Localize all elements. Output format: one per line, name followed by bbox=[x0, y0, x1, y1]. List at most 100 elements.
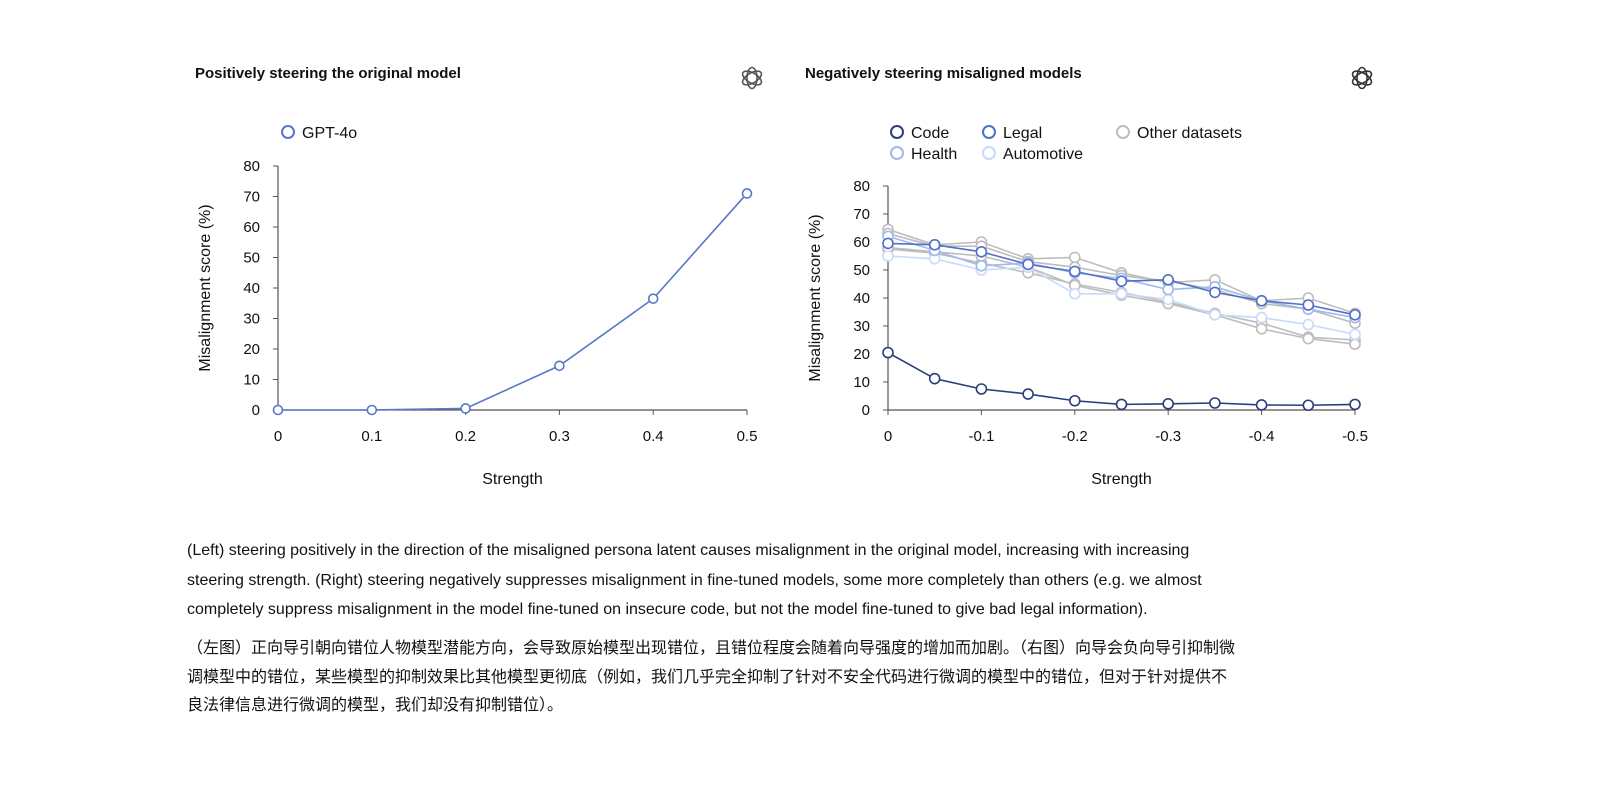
data-point bbox=[1162, 273, 1174, 286]
x-tick-label: 0 bbox=[274, 428, 282, 445]
data-point bbox=[1349, 338, 1361, 351]
data-point bbox=[1302, 299, 1315, 311]
x-tick-label: 0.2 bbox=[455, 428, 476, 445]
y-tick-label: 80 bbox=[853, 178, 870, 195]
data-point bbox=[975, 259, 988, 272]
data-point bbox=[1349, 308, 1361, 321]
chart-1 bbox=[882, 125, 1361, 415]
left-chart-title: Positively steering the original model bbox=[195, 65, 461, 82]
y-tick-label: 10 bbox=[243, 372, 260, 389]
caption-line: (Left) steering positively in the direct… bbox=[187, 542, 1190, 559]
y-tick-label: 40 bbox=[243, 280, 260, 297]
data-point bbox=[1069, 265, 1081, 278]
series-line-gpt-4o bbox=[278, 192, 748, 411]
y-tick-label: 60 bbox=[853, 234, 870, 251]
legend-label: Health bbox=[911, 146, 957, 163]
data-point bbox=[882, 250, 894, 262]
legend-marker bbox=[982, 146, 996, 160]
data-point bbox=[1069, 394, 1081, 407]
x-tick-label: -0.5 bbox=[1342, 428, 1368, 445]
legend-marker bbox=[982, 125, 996, 139]
data-point bbox=[1349, 398, 1361, 411]
y-tick-label: 50 bbox=[853, 262, 870, 279]
data-point bbox=[1115, 287, 1128, 300]
data-point bbox=[1255, 399, 1268, 411]
x-tick-label: 0.5 bbox=[737, 428, 758, 445]
caption-line: 良法律信息进行微调的模型，我们却没有抑制错位）。 bbox=[187, 697, 564, 714]
x-tick-label: -0.1 bbox=[968, 428, 994, 445]
x-axis-label: Strength bbox=[1091, 471, 1151, 488]
data-point bbox=[1302, 399, 1315, 412]
data-point bbox=[366, 404, 378, 416]
y-tick-label: 20 bbox=[243, 341, 260, 358]
legend-label: GPT-4o bbox=[302, 125, 357, 142]
legend-marker bbox=[890, 125, 904, 139]
data-point bbox=[975, 246, 988, 258]
data-point bbox=[1209, 397, 1221, 409]
x-tick-label: 0.3 bbox=[549, 428, 570, 445]
data-point bbox=[1022, 258, 1034, 271]
data-point bbox=[1115, 275, 1128, 288]
data-point bbox=[1115, 398, 1128, 411]
legend-marker bbox=[1116, 125, 1130, 139]
y-tick-label: 80 bbox=[243, 158, 260, 175]
x-axis-label: Strength bbox=[482, 471, 542, 488]
data-point bbox=[1069, 287, 1081, 300]
data-point bbox=[928, 239, 941, 251]
caption-line: steering strength. (Right) steering nega… bbox=[187, 571, 1202, 589]
series-line-code bbox=[887, 351, 1356, 407]
x-tick-label: -0.3 bbox=[1155, 428, 1181, 445]
y-tick-label: 40 bbox=[853, 290, 870, 307]
data-point bbox=[1162, 283, 1174, 296]
y-tick-label: 10 bbox=[853, 374, 870, 391]
caption-line: completely suppress misalignment in the … bbox=[187, 601, 1148, 618]
y-tick-label: 0 bbox=[862, 402, 870, 419]
y-tick-label: 30 bbox=[853, 318, 870, 335]
y-tick-label: 70 bbox=[853, 206, 870, 223]
x-tick-label: -0.4 bbox=[1249, 428, 1275, 445]
y-tick-label: 20 bbox=[853, 346, 870, 363]
legend-label: Other datasets bbox=[1137, 125, 1242, 142]
data-point bbox=[1162, 293, 1174, 306]
data-point bbox=[1069, 251, 1081, 264]
data-point bbox=[928, 372, 941, 385]
legend-marker bbox=[281, 125, 295, 139]
data-point bbox=[1209, 286, 1221, 299]
y-tick-label: 30 bbox=[243, 311, 260, 328]
data-point bbox=[1349, 328, 1361, 341]
data-point bbox=[1209, 308, 1221, 321]
y-axis-label: Misalignment score (%) bbox=[807, 214, 824, 381]
y-tick-label: 0 bbox=[252, 402, 260, 419]
caption-chinese: （左图）正向导引朝向错位人物模型潜能方向，会导致原始模型出现错位，且错位程度会随… bbox=[187, 635, 1387, 721]
y-tick-label: 70 bbox=[243, 189, 260, 206]
right-chart-title: Negatively steering misaligned models bbox=[805, 65, 1082, 82]
data-point bbox=[882, 237, 894, 250]
data-point bbox=[1255, 294, 1268, 307]
x-tick-label: 0 bbox=[884, 428, 892, 445]
data-point bbox=[460, 403, 471, 414]
x-tick-label: 0.1 bbox=[361, 428, 382, 445]
data-point bbox=[272, 404, 284, 416]
legend-marker bbox=[890, 146, 904, 160]
data-point bbox=[1022, 388, 1034, 400]
data-point bbox=[975, 383, 988, 395]
x-tick-label: 0.4 bbox=[643, 428, 664, 445]
data-point bbox=[741, 188, 753, 199]
chart-0 bbox=[272, 125, 753, 416]
legend-label: Legal bbox=[1003, 125, 1042, 142]
data-point bbox=[882, 346, 894, 359]
legend-label: Code bbox=[911, 125, 949, 142]
openai-logo-icon bbox=[1351, 66, 1373, 90]
y-tick-label: 50 bbox=[243, 250, 260, 267]
legend-label: Automotive bbox=[1003, 146, 1083, 163]
y-axis-label: Misalignment score (%) bbox=[197, 204, 214, 371]
data-point bbox=[1302, 332, 1315, 345]
x-tick-label: -0.2 bbox=[1062, 428, 1088, 445]
data-point bbox=[554, 360, 565, 372]
charts-canvas: 0 10 20 30 40 50 60 70 80 0 0.1 0.2 0.3 0.4 0.5 Strengt… bbox=[197, 125, 1368, 488]
y-tick-label: 60 bbox=[243, 219, 260, 236]
caption-line: （左图）正向导引朝向错位人物模型潜能方向，会导致原始模型出现错位，且错位程度会随… bbox=[187, 640, 1236, 657]
caption-english: (Left) steering positively in the direct… bbox=[187, 536, 1387, 625]
caption-line: 调模型中的错位，某些模型的抑制效果比其他模型更彻底（例如，我们几乎完全抑制了针对… bbox=[187, 668, 1228, 686]
